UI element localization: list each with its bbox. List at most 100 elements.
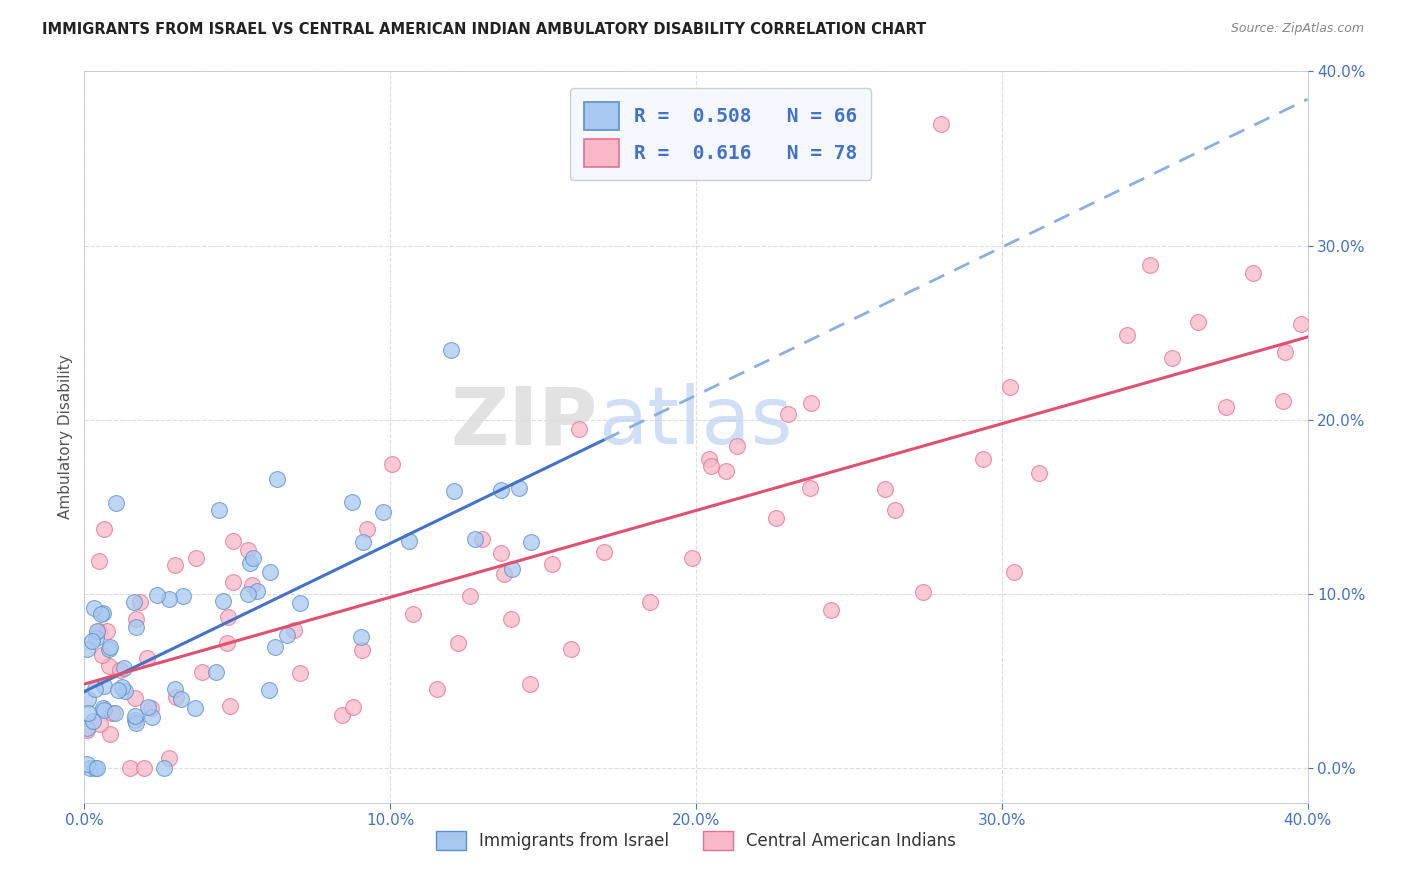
Point bbox=[91, 701, 114, 715]
Point bbox=[76, 706, 98, 720]
Point bbox=[93, 703, 115, 717]
Point bbox=[1241, 266, 1264, 280]
Point bbox=[79, 761, 101, 775]
Point bbox=[276, 628, 298, 642]
Point bbox=[170, 692, 193, 706]
Point bbox=[118, 761, 141, 775]
Point bbox=[112, 660, 135, 674]
Point bbox=[501, 612, 523, 626]
Point bbox=[84, 681, 107, 696]
Point bbox=[1289, 317, 1312, 331]
Point bbox=[208, 502, 231, 516]
Point bbox=[114, 684, 136, 698]
Point bbox=[98, 659, 121, 673]
Point bbox=[489, 546, 512, 560]
Point bbox=[929, 117, 952, 131]
Point bbox=[330, 708, 353, 723]
Text: IMMIGRANTS FROM ISRAEL VS CENTRAL AMERICAN INDIAN AMBULATORY DISABILITY CORRELAT: IMMIGRANTS FROM ISRAEL VS CENTRAL AMERIC… bbox=[42, 22, 927, 37]
Point bbox=[236, 543, 259, 558]
Point bbox=[681, 550, 703, 565]
Point bbox=[157, 592, 180, 607]
Point bbox=[107, 682, 129, 697]
Point bbox=[519, 677, 541, 691]
Point bbox=[1000, 380, 1022, 394]
Point bbox=[89, 717, 111, 731]
Point bbox=[799, 396, 821, 410]
Point bbox=[157, 750, 180, 764]
Point bbox=[288, 666, 311, 681]
Point bbox=[283, 623, 305, 637]
Point bbox=[288, 596, 311, 610]
Point bbox=[165, 558, 187, 572]
Point bbox=[402, 607, 425, 621]
Point bbox=[93, 679, 115, 693]
Point bbox=[76, 721, 98, 735]
Point bbox=[84, 631, 107, 645]
Point bbox=[76, 641, 98, 656]
Point bbox=[93, 522, 115, 536]
Point bbox=[221, 574, 243, 589]
Point bbox=[83, 601, 105, 615]
Point bbox=[492, 567, 515, 582]
Point bbox=[1274, 345, 1296, 359]
Point bbox=[443, 484, 465, 499]
Point bbox=[1272, 393, 1295, 408]
Point bbox=[104, 706, 127, 721]
Point bbox=[98, 727, 121, 741]
Point bbox=[77, 692, 100, 706]
Point bbox=[236, 587, 259, 601]
Point bbox=[146, 588, 169, 602]
Point bbox=[352, 535, 374, 549]
Point bbox=[125, 716, 148, 731]
Point bbox=[342, 699, 364, 714]
Point bbox=[101, 706, 124, 720]
Point bbox=[124, 690, 146, 705]
Point bbox=[568, 422, 591, 436]
Point bbox=[186, 551, 208, 566]
Point bbox=[205, 665, 228, 680]
Point bbox=[217, 610, 239, 624]
Point bbox=[152, 761, 174, 775]
Point bbox=[356, 522, 378, 536]
Point bbox=[124, 709, 146, 723]
Point bbox=[460, 589, 482, 603]
Point bbox=[1115, 328, 1137, 343]
Point bbox=[86, 624, 108, 638]
Point bbox=[263, 640, 285, 655]
Point bbox=[1028, 466, 1050, 480]
Text: ZIP: ZIP bbox=[451, 384, 598, 461]
Point bbox=[700, 459, 723, 474]
Point bbox=[470, 532, 492, 546]
Point bbox=[98, 640, 121, 655]
Point bbox=[725, 439, 748, 453]
Point bbox=[776, 407, 799, 421]
Point bbox=[342, 495, 364, 509]
Point bbox=[1002, 566, 1025, 580]
Point bbox=[239, 556, 262, 570]
Point bbox=[884, 503, 907, 517]
Point bbox=[520, 535, 543, 549]
Point bbox=[191, 665, 214, 680]
Point bbox=[132, 761, 155, 775]
Point bbox=[972, 452, 994, 467]
Point bbox=[217, 636, 239, 650]
Point bbox=[139, 701, 162, 715]
Point bbox=[86, 761, 108, 775]
Point bbox=[350, 630, 373, 644]
Point bbox=[873, 482, 896, 496]
Point bbox=[593, 544, 616, 558]
Point bbox=[108, 663, 131, 677]
Point bbox=[166, 690, 188, 704]
Point bbox=[560, 641, 582, 656]
Text: Source: ZipAtlas.com: Source: ZipAtlas.com bbox=[1230, 22, 1364, 36]
Point bbox=[242, 550, 264, 565]
Text: atlas: atlas bbox=[598, 384, 793, 461]
Point bbox=[240, 578, 263, 592]
Point bbox=[491, 483, 513, 497]
Point bbox=[141, 709, 163, 723]
Point bbox=[222, 533, 245, 548]
Point bbox=[799, 481, 821, 495]
Point bbox=[714, 464, 737, 478]
Point bbox=[640, 595, 662, 609]
Point bbox=[699, 451, 721, 466]
